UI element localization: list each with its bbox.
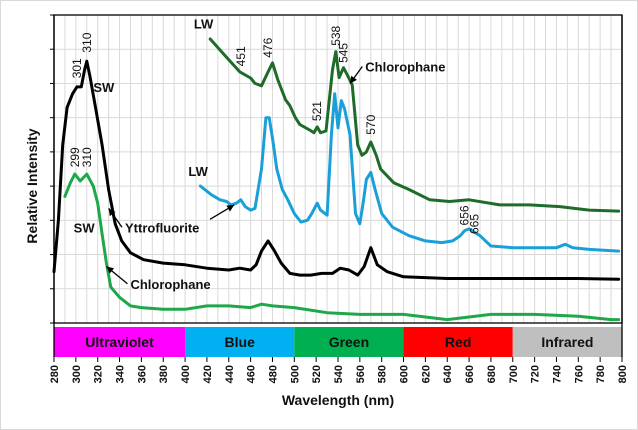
peak-label: 301 [70,58,84,78]
series-yttrofluorite-sw [52,59,621,281]
peak-label: 538 [329,25,343,45]
peak-label: 310 [80,32,94,52]
axes [50,14,623,357]
x-tick-label: 580 [377,365,389,383]
arrow [108,207,123,228]
arrow [106,266,128,285]
arrow [349,66,363,84]
x-tick-label: 420 [202,365,214,383]
x-tick-label: 300 [71,365,83,383]
annotation-label: LW [188,164,208,179]
peak-label: 310 [80,147,94,167]
annotation-label: SW [93,80,115,95]
x-tick-label: 660 [464,365,476,383]
band-infrared: Infrared [512,327,622,357]
series-chlorophane-lw [208,37,621,213]
color-bands: Ultraviolet Blue Green Red Infrared [54,327,622,357]
band-label: Ultraviolet [85,334,154,350]
annotation-label: LW [194,17,214,32]
x-tick-label: 520 [311,365,323,383]
x-ticks: 280 300 320 340 360 380 400 420 440 460 480 500 520 5… [49,357,629,383]
x-tick-label: 400 [180,365,192,383]
band-rect [403,327,513,357]
x-tick-label: 640 [442,365,454,383]
x-tick-label: 480 [267,365,279,383]
x-tick-label: 720 [530,365,542,383]
x-tick-label: 540 [333,365,345,383]
x-tick-label: 440 [224,365,236,383]
annotation-label: SW [74,220,96,235]
peak-label: 521 [310,101,324,121]
x-tick-label: 760 [573,365,585,383]
x-tick-label: 700 [508,365,520,383]
band-rect [185,327,295,357]
peak-label: 570 [364,114,378,134]
band-label: Infrared [541,334,593,350]
annotation-arrows [106,66,363,285]
x-tick-label: 320 [93,365,105,383]
band-blue: Blue [185,327,295,357]
peak-label: 545 [336,43,350,63]
x-tick-label: 360 [136,365,148,383]
annotation-label: Chlorophane [365,59,445,74]
peak-label: 299 [68,147,82,167]
peak-label: 476 [261,37,275,57]
x-tick-label: 560 [355,365,367,383]
series-yttrofluorite-lw [198,92,621,253]
x-tick-label: 340 [115,365,127,383]
band-red: Red [403,327,513,357]
x-tick-label: 380 [158,365,170,383]
series-lines [52,37,621,322]
x-tick-label: 600 [399,365,411,383]
annotation-label: Chlorophane [130,277,210,292]
x-tick-label: 620 [420,365,432,383]
band-label: Blue [225,334,256,350]
x-tick-label: 460 [246,365,258,383]
band-rect [294,327,404,357]
band-green: Green [294,327,404,357]
band-label: Green [329,334,369,350]
peak-label: 451 [234,46,248,66]
band-rect [512,327,622,357]
band-label: Red [445,334,471,350]
x-tick-label: 740 [551,365,563,383]
band-ultraviolet: Ultraviolet [54,327,186,357]
x-tick-label: 800 [617,365,629,383]
x-tick-label: 500 [289,365,301,383]
series-chlorophane-sw [63,172,621,322]
x-axis-title: Wavelength (nm) [282,392,394,408]
x-tick-label: 780 [595,365,607,383]
band-rect [54,327,186,357]
arrow [209,204,235,220]
y-axis-title: Relative Intensity [24,128,40,243]
peak-label: 665 [468,214,482,234]
annotation-label: Yttrofluorite [125,220,199,235]
peak-label: 656 [458,205,472,225]
x-tick-label: 680 [486,365,498,383]
x-tick-label: 280 [49,365,61,383]
